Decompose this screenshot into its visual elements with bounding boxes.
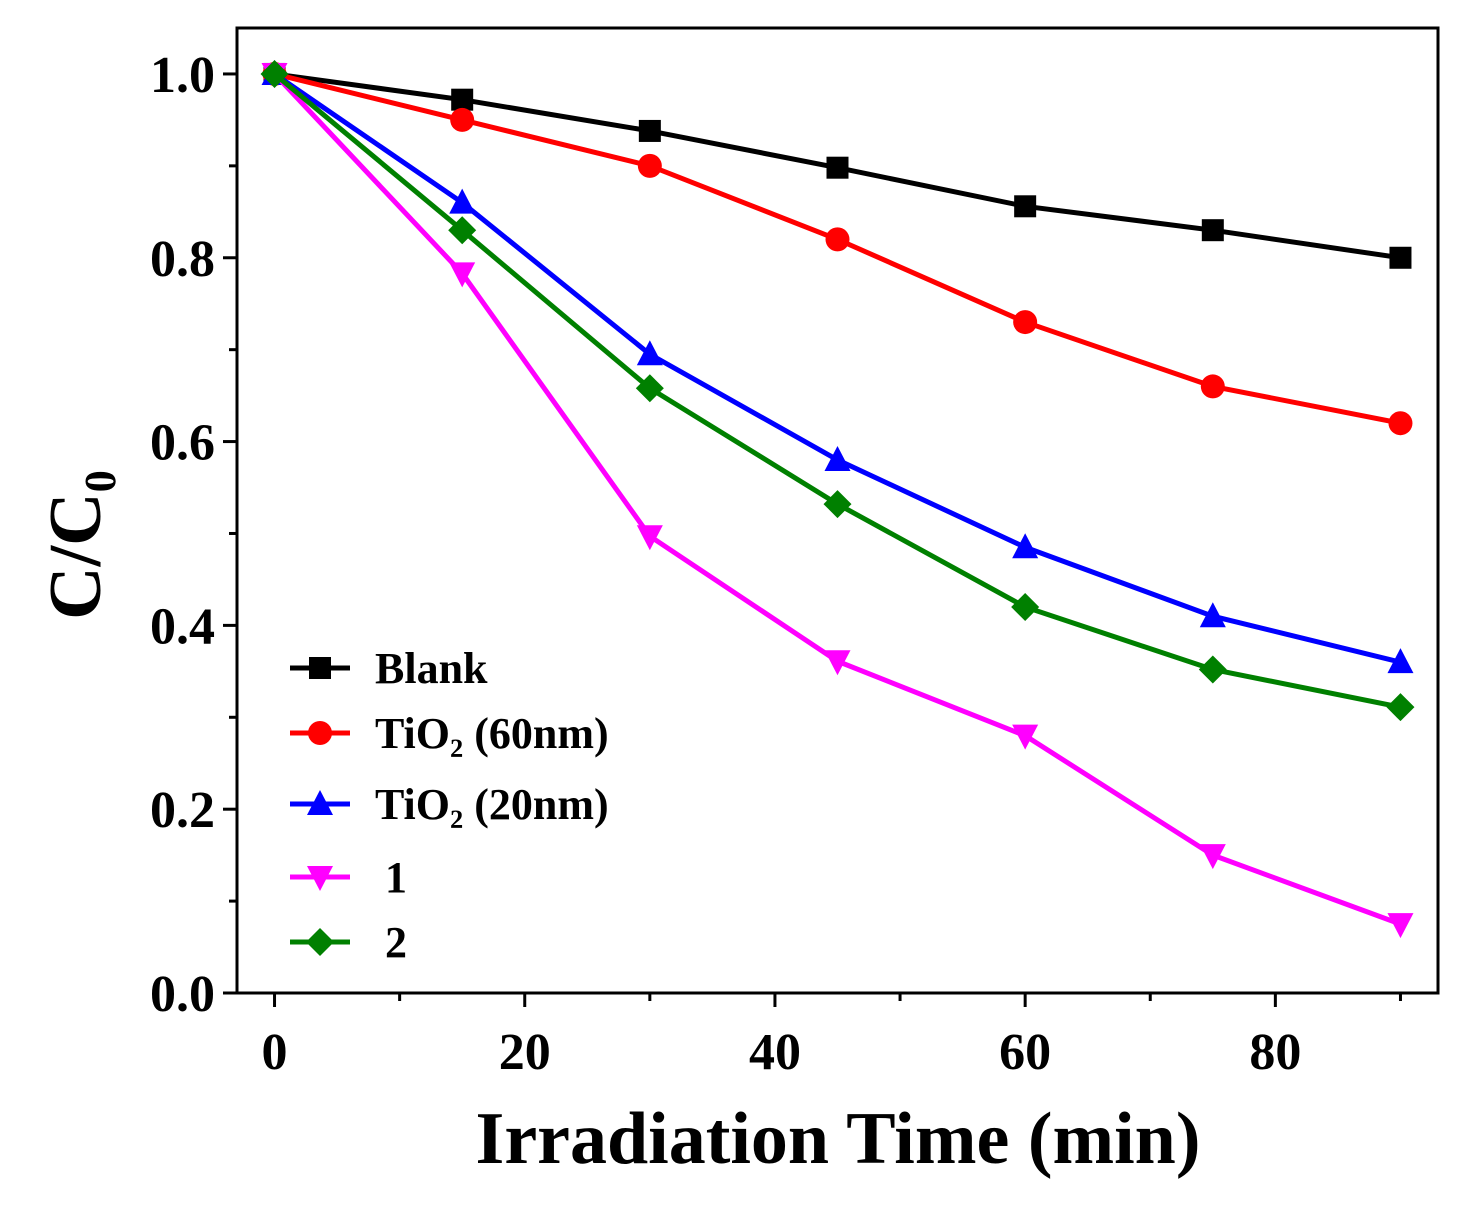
- data-point: [636, 525, 663, 551]
- data-point: [449, 188, 476, 214]
- data-point: [1387, 913, 1414, 939]
- data-point: [823, 490, 852, 519]
- legend-label: TiO₂ (60nm): [375, 709, 609, 758]
- legend-label: 1: [385, 853, 407, 902]
- data-point: [1198, 655, 1227, 684]
- legend-item: 1: [290, 853, 407, 902]
- data-point: [1011, 593, 1040, 621]
- data-point: [260, 59, 289, 88]
- data-point: [1012, 533, 1039, 559]
- x-tick-label: 60: [999, 1024, 1051, 1081]
- legend-item: TiO₂ (60nm): [290, 709, 609, 758]
- data-point: [1012, 724, 1039, 750]
- data-point: [638, 119, 661, 142]
- x-tick-label: 0: [262, 1024, 288, 1081]
- x-tick-label: 20: [499, 1024, 551, 1081]
- x-tick-label: 80: [1249, 1024, 1301, 1081]
- legend-item: TiO₂ (20nm): [290, 780, 609, 829]
- legend-marker: [307, 790, 333, 815]
- data-point: [1386, 693, 1415, 722]
- data-point: [1199, 602, 1226, 628]
- data-point: [451, 88, 474, 111]
- y-tick-label: 0.8: [150, 231, 215, 288]
- data-point: [636, 340, 663, 366]
- data-point: [1199, 844, 1226, 870]
- plot-frame: [235, 26, 1440, 995]
- y-tick-label: 1.0: [150, 47, 215, 104]
- legend-marker: [309, 657, 331, 679]
- x-axis-label: Irradiation Time (min): [476, 1098, 1201, 1180]
- data-point: [1387, 648, 1414, 674]
- data-point: [826, 156, 849, 179]
- data-point: [824, 445, 851, 471]
- data-point: [1388, 411, 1413, 436]
- x-tick-label: 40: [749, 1024, 801, 1081]
- data-point: [637, 153, 662, 178]
- data-point: [1013, 310, 1038, 335]
- data-point: [824, 650, 851, 676]
- data-point: [1389, 246, 1412, 269]
- data-point: [450, 107, 475, 132]
- legend-label: Blank: [375, 644, 488, 693]
- data-point: [1201, 219, 1224, 242]
- legend-marker: [306, 928, 334, 956]
- series-4: [260, 59, 1415, 722]
- y-tick-label: 0.0: [150, 966, 215, 1023]
- y-tick-label: 0.4: [150, 598, 215, 655]
- y-axis-label: C/C₀: [35, 470, 117, 620]
- legend-label: TiO₂ (20nm): [375, 780, 609, 829]
- data-point: [448, 216, 477, 245]
- y-tick-label: 0.2: [150, 782, 215, 839]
- series-2: [261, 59, 1414, 674]
- legend-label: 2: [385, 918, 407, 967]
- legend: Blank TiO₂ (60nm) TiO₂ (20nm) 1 2: [290, 644, 609, 967]
- data-point: [825, 227, 850, 252]
- data-point: [1200, 374, 1225, 399]
- data-point: [449, 262, 476, 288]
- legend-marker: [308, 721, 332, 745]
- data-point: [1014, 195, 1037, 218]
- data-point: [635, 374, 664, 403]
- y-tick-label: 0.6: [150, 415, 215, 472]
- series-1: [262, 61, 1413, 436]
- legend-item: Blank: [290, 644, 488, 693]
- legend-item: 2: [290, 918, 407, 967]
- legend-marker: [307, 866, 333, 891]
